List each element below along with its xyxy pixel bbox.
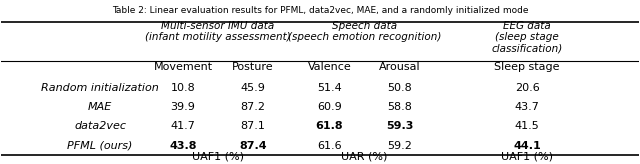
Text: 61.6: 61.6 [317,141,342,151]
Text: 58.8: 58.8 [387,102,412,112]
Text: Sleep stage: Sleep stage [494,62,560,72]
Text: EEG data
(sleep stage
classification): EEG data (sleep stage classification) [492,21,563,54]
Text: 43.7: 43.7 [515,102,540,112]
Text: Posture: Posture [232,62,274,72]
Text: UAF1 (%): UAF1 (%) [501,152,553,162]
Text: 10.8: 10.8 [171,83,195,93]
Text: 87.4: 87.4 [239,141,267,151]
Text: UAF1 (%): UAF1 (%) [192,152,244,162]
Text: UAR (%): UAR (%) [341,152,388,162]
Text: 87.2: 87.2 [241,102,266,112]
Text: 43.8: 43.8 [169,141,196,151]
Text: Multi-sensor IMU data
(infant motility assessment): Multi-sensor IMU data (infant motility a… [145,21,291,42]
Text: MAE: MAE [88,102,112,112]
Text: 44.1: 44.1 [513,141,541,151]
Text: Table 2: Linear evaluation results for PFML, data2vec, MAE, and a randomly initi: Table 2: Linear evaluation results for P… [112,6,528,15]
Text: 41.7: 41.7 [170,121,195,131]
Text: PFML (ours): PFML (ours) [67,141,133,151]
Text: Speech data
(speech emotion recognition): Speech data (speech emotion recognition) [288,21,442,42]
Text: Arousal: Arousal [379,62,420,72]
Text: Random initialization: Random initialization [42,83,159,93]
Text: 61.8: 61.8 [316,121,344,131]
Text: 50.8: 50.8 [387,83,412,93]
Text: 45.9: 45.9 [241,83,266,93]
Text: Valence: Valence [308,62,351,72]
Text: 59.2: 59.2 [387,141,412,151]
Text: Movement: Movement [154,62,212,72]
Text: 20.6: 20.6 [515,83,540,93]
Text: 59.3: 59.3 [386,121,413,131]
Text: 51.4: 51.4 [317,83,342,93]
Text: 41.5: 41.5 [515,121,540,131]
Text: 60.9: 60.9 [317,102,342,112]
Text: data2vec: data2vec [74,121,126,131]
Text: 39.9: 39.9 [170,102,195,112]
Text: 87.1: 87.1 [241,121,266,131]
